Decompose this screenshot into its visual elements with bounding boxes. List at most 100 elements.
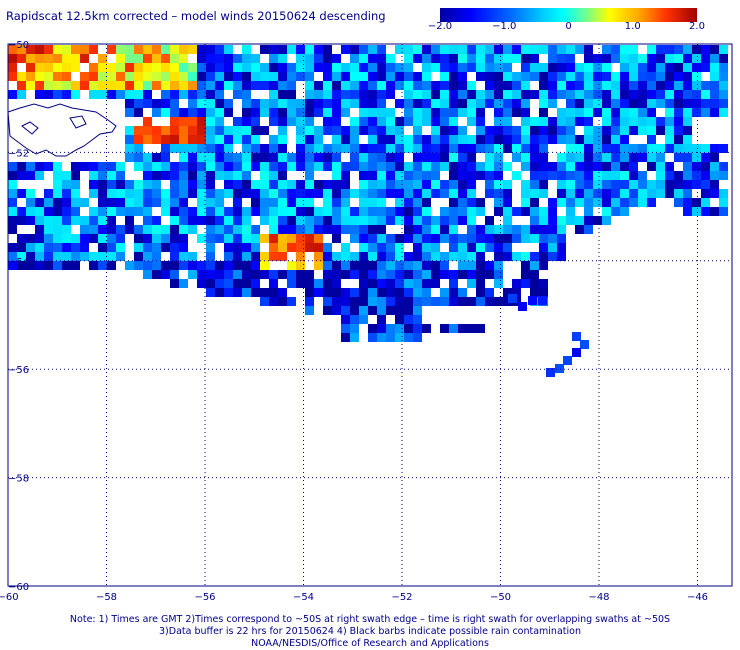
wind-difference-cell (197, 162, 206, 171)
wind-difference-cell (557, 225, 566, 234)
wind-difference-cell (71, 63, 80, 72)
wind-difference-cell (512, 90, 521, 99)
wind-difference-cell (179, 198, 188, 207)
wind-difference-cell (251, 234, 260, 243)
wind-difference-cell (530, 144, 539, 153)
axis-tick-label: −50 (8, 40, 29, 51)
wind-difference-cell (557, 108, 566, 117)
wind-difference-cell (242, 108, 251, 117)
wind-difference-cell (170, 171, 179, 180)
wind-difference-cell (449, 189, 458, 198)
wind-difference-cell (602, 189, 611, 198)
wind-difference-cell (35, 198, 44, 207)
wind-difference-cell (572, 332, 581, 341)
wind-difference-cell (458, 324, 467, 333)
wind-difference-cell (512, 108, 521, 117)
wind-difference-cell (593, 108, 602, 117)
wind-difference-cell (674, 72, 683, 81)
wind-difference-cell (80, 234, 89, 243)
wind-difference-cell (530, 288, 539, 297)
wind-difference-cell (341, 99, 350, 108)
wind-difference-cell (26, 198, 35, 207)
wind-difference-cell (539, 279, 548, 288)
wind-difference-cell (62, 261, 71, 270)
wind-difference-cell (278, 216, 287, 225)
wind-difference-cell (692, 81, 701, 90)
wind-difference-cell (26, 261, 35, 270)
wind-difference-cell (269, 243, 278, 252)
wind-difference-cell (404, 261, 413, 270)
wind-difference-cell (53, 189, 62, 198)
wind-difference-cell (161, 54, 170, 63)
wind-difference-cell (251, 153, 260, 162)
wind-difference-cell (629, 171, 638, 180)
wind-difference-cell (575, 180, 584, 189)
wind-difference-cell (98, 216, 107, 225)
wind-difference-cell (188, 99, 197, 108)
wind-difference-cell (116, 45, 125, 54)
wind-difference-cell (53, 234, 62, 243)
wind-difference-cell (26, 81, 35, 90)
wind-difference-cell (413, 207, 422, 216)
wind-difference-cell (197, 279, 206, 288)
wind-difference-cell (197, 198, 206, 207)
wind-difference-cell (35, 207, 44, 216)
wind-difference-cell (98, 81, 107, 90)
colorbar-tick-label: −1.0 (492, 21, 517, 32)
wind-difference-cell (566, 198, 575, 207)
wind-difference-cell (170, 162, 179, 171)
wind-difference-cell (620, 144, 629, 153)
wind-difference-cell (557, 180, 566, 189)
wind-difference-cell (719, 198, 728, 207)
wind-difference-cell (395, 207, 404, 216)
wind-difference-cell (467, 198, 476, 207)
wind-difference-cells (8, 45, 728, 377)
wind-difference-cell (233, 225, 242, 234)
wind-difference-cell (602, 180, 611, 189)
wind-difference-cell (179, 252, 188, 261)
wind-difference-cell (647, 198, 656, 207)
wind-difference-cell (143, 261, 152, 270)
wind-difference-cell (332, 162, 341, 171)
wind-difference-cell (539, 117, 548, 126)
wind-difference-cell (215, 135, 224, 144)
wind-difference-cell (701, 180, 710, 189)
wind-difference-cell (269, 108, 278, 117)
wind-difference-cell (647, 54, 656, 63)
wind-difference-cell (242, 81, 251, 90)
wind-difference-cell (278, 90, 287, 99)
wind-difference-cell (314, 261, 323, 270)
wind-difference-cell (521, 261, 530, 270)
wind-difference-cell (710, 45, 719, 54)
wind-difference-cell (134, 90, 143, 99)
wind-difference-cell (350, 306, 359, 315)
wind-difference-cell (287, 207, 296, 216)
wind-difference-cell (521, 279, 530, 288)
wind-difference-cell (188, 216, 197, 225)
wind-difference-cell (134, 72, 143, 81)
wind-difference-cell (296, 162, 305, 171)
wind-difference-cell (611, 135, 620, 144)
wind-difference-cell (566, 180, 575, 189)
wind-difference-cell (179, 144, 188, 153)
wind-difference-cell (134, 261, 143, 270)
wind-difference-cell (323, 189, 332, 198)
wind-difference-cell (341, 171, 350, 180)
wind-difference-cell (503, 135, 512, 144)
wind-difference-cell (494, 108, 503, 117)
wind-difference-cell (359, 117, 368, 126)
wind-difference-cell (197, 171, 206, 180)
wind-difference-cell (278, 153, 287, 162)
wind-difference-cell (575, 144, 584, 153)
wind-difference-cell (557, 171, 566, 180)
wind-difference-cell (206, 108, 215, 117)
wind-difference-cell (107, 162, 116, 171)
wind-difference-cell (422, 63, 431, 72)
wind-difference-cell (98, 63, 107, 72)
wind-difference-cell (359, 207, 368, 216)
wind-difference-cell (368, 162, 377, 171)
wind-difference-cell (26, 171, 35, 180)
wind-difference-cell (620, 54, 629, 63)
wind-difference-cell (638, 81, 647, 90)
wind-difference-cell (602, 45, 611, 54)
